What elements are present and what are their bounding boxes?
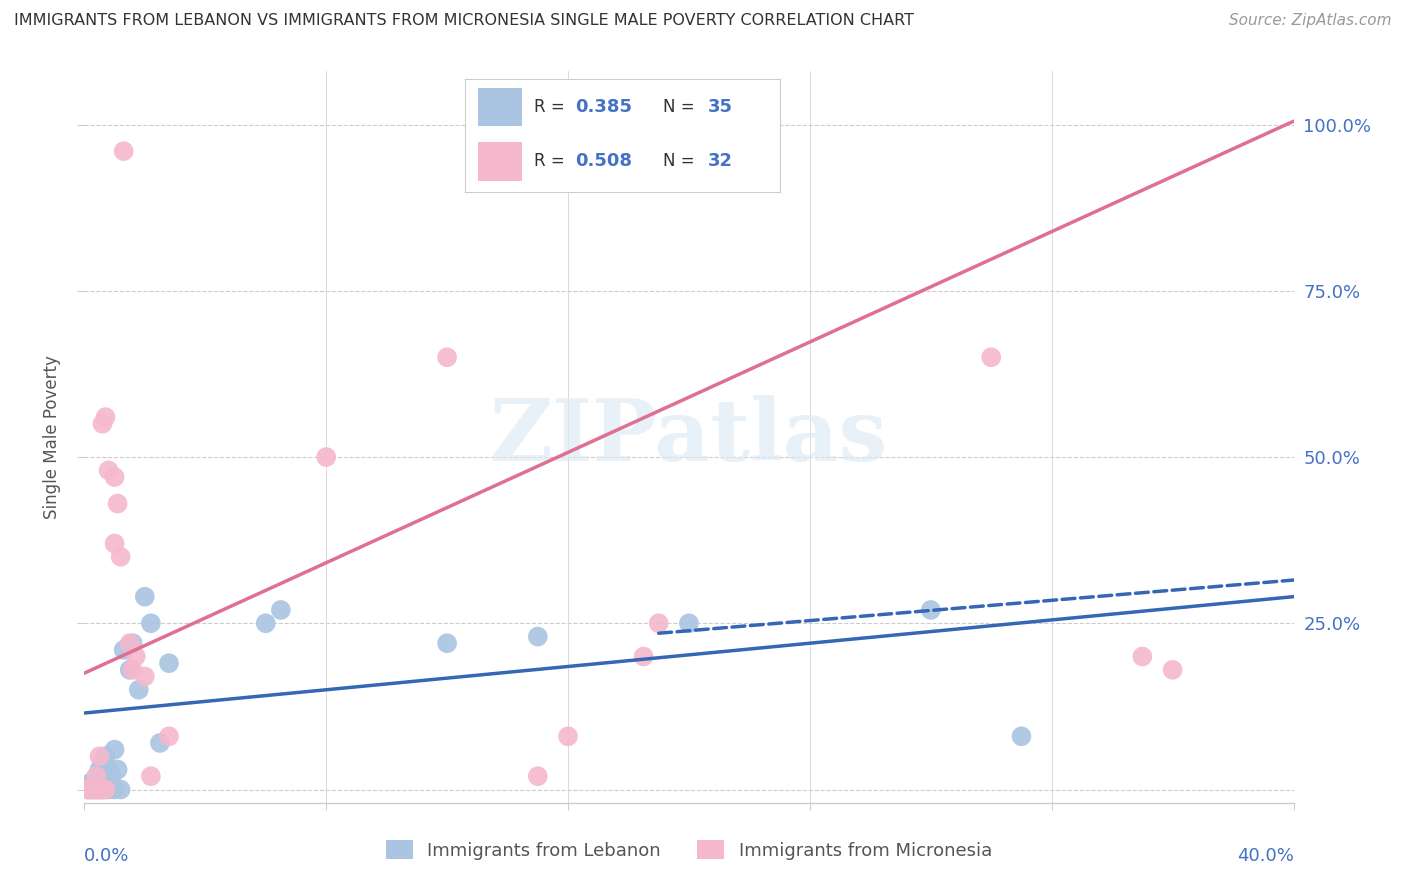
Point (89, 763, 111, 777)
Text: 0.0%: 0.0% (84, 847, 129, 864)
Y-axis label: Single Male Poverty: Single Male Poverty (44, 355, 62, 519)
Point (107, 763, 129, 777)
Point (89, 749, 111, 764)
Point (118, 663, 141, 677)
Text: IMMIGRANTS FROM LEBANON VS IMMIGRANTS FROM MICRONESIA SINGLE MALE POVERTY CORREL: IMMIGRANTS FROM LEBANON VS IMMIGRANTS FR… (14, 13, 914, 29)
Point (89, 782, 111, 797)
Point (648, 616, 671, 631)
Point (527, 630, 550, 644)
Point (94, 776, 117, 790)
Point (91, 756, 114, 770)
Point (436, 351, 458, 365)
Text: Source: ZipAtlas.com: Source: ZipAtlas.com (1229, 13, 1392, 29)
Point (94, 410, 117, 425)
Point (270, 603, 292, 617)
Point (112, 643, 135, 657)
Point (82, 782, 104, 797)
Point (76, 782, 98, 797)
Legend: Immigrants from Lebanon, Immigrants from Micronesia: Immigrants from Lebanon, Immigrants from… (378, 833, 1000, 867)
Point (86, 769, 108, 783)
Point (118, 636, 141, 650)
Point (94, 749, 117, 764)
Point (527, 769, 550, 783)
Point (110, 782, 132, 797)
Point (91, 782, 114, 797)
Point (557, 729, 579, 743)
Point (104, 742, 127, 756)
Point (121, 636, 143, 650)
Point (920, 603, 942, 617)
Point (157, 729, 180, 743)
Point (1011, 729, 1033, 743)
Point (79, 776, 101, 790)
Point (97, 463, 120, 477)
Point (94, 782, 117, 797)
Point (125, 649, 148, 664)
Text: 40.0%: 40.0% (1237, 847, 1294, 864)
Point (86, 769, 108, 783)
Point (139, 616, 162, 631)
Point (1161, 663, 1184, 677)
Point (436, 636, 458, 650)
Point (86, 782, 108, 797)
Point (633, 649, 655, 664)
Point (91, 782, 114, 797)
Point (139, 769, 162, 783)
Point (76, 782, 98, 797)
Point (79, 782, 101, 797)
Text: ZIPatlas: ZIPatlas (489, 395, 889, 479)
Point (112, 144, 135, 158)
Point (980, 351, 1002, 365)
Point (97, 782, 120, 797)
Point (82, 776, 104, 790)
Point (128, 682, 150, 697)
Point (254, 616, 277, 631)
Point (315, 450, 337, 464)
Point (157, 656, 180, 670)
Point (134, 669, 156, 683)
Point (149, 736, 172, 750)
Point (107, 497, 129, 511)
Point (89, 782, 111, 797)
Point (104, 470, 127, 484)
Point (82, 782, 104, 797)
Point (79, 782, 101, 797)
Point (91, 417, 114, 431)
Point (104, 536, 127, 550)
Point (86, 782, 108, 797)
Point (1130, 649, 1153, 664)
Point (121, 663, 143, 677)
Point (100, 769, 122, 783)
Point (104, 782, 127, 797)
Point (134, 590, 156, 604)
Point (110, 549, 132, 564)
Point (97, 763, 120, 777)
Point (678, 616, 700, 631)
